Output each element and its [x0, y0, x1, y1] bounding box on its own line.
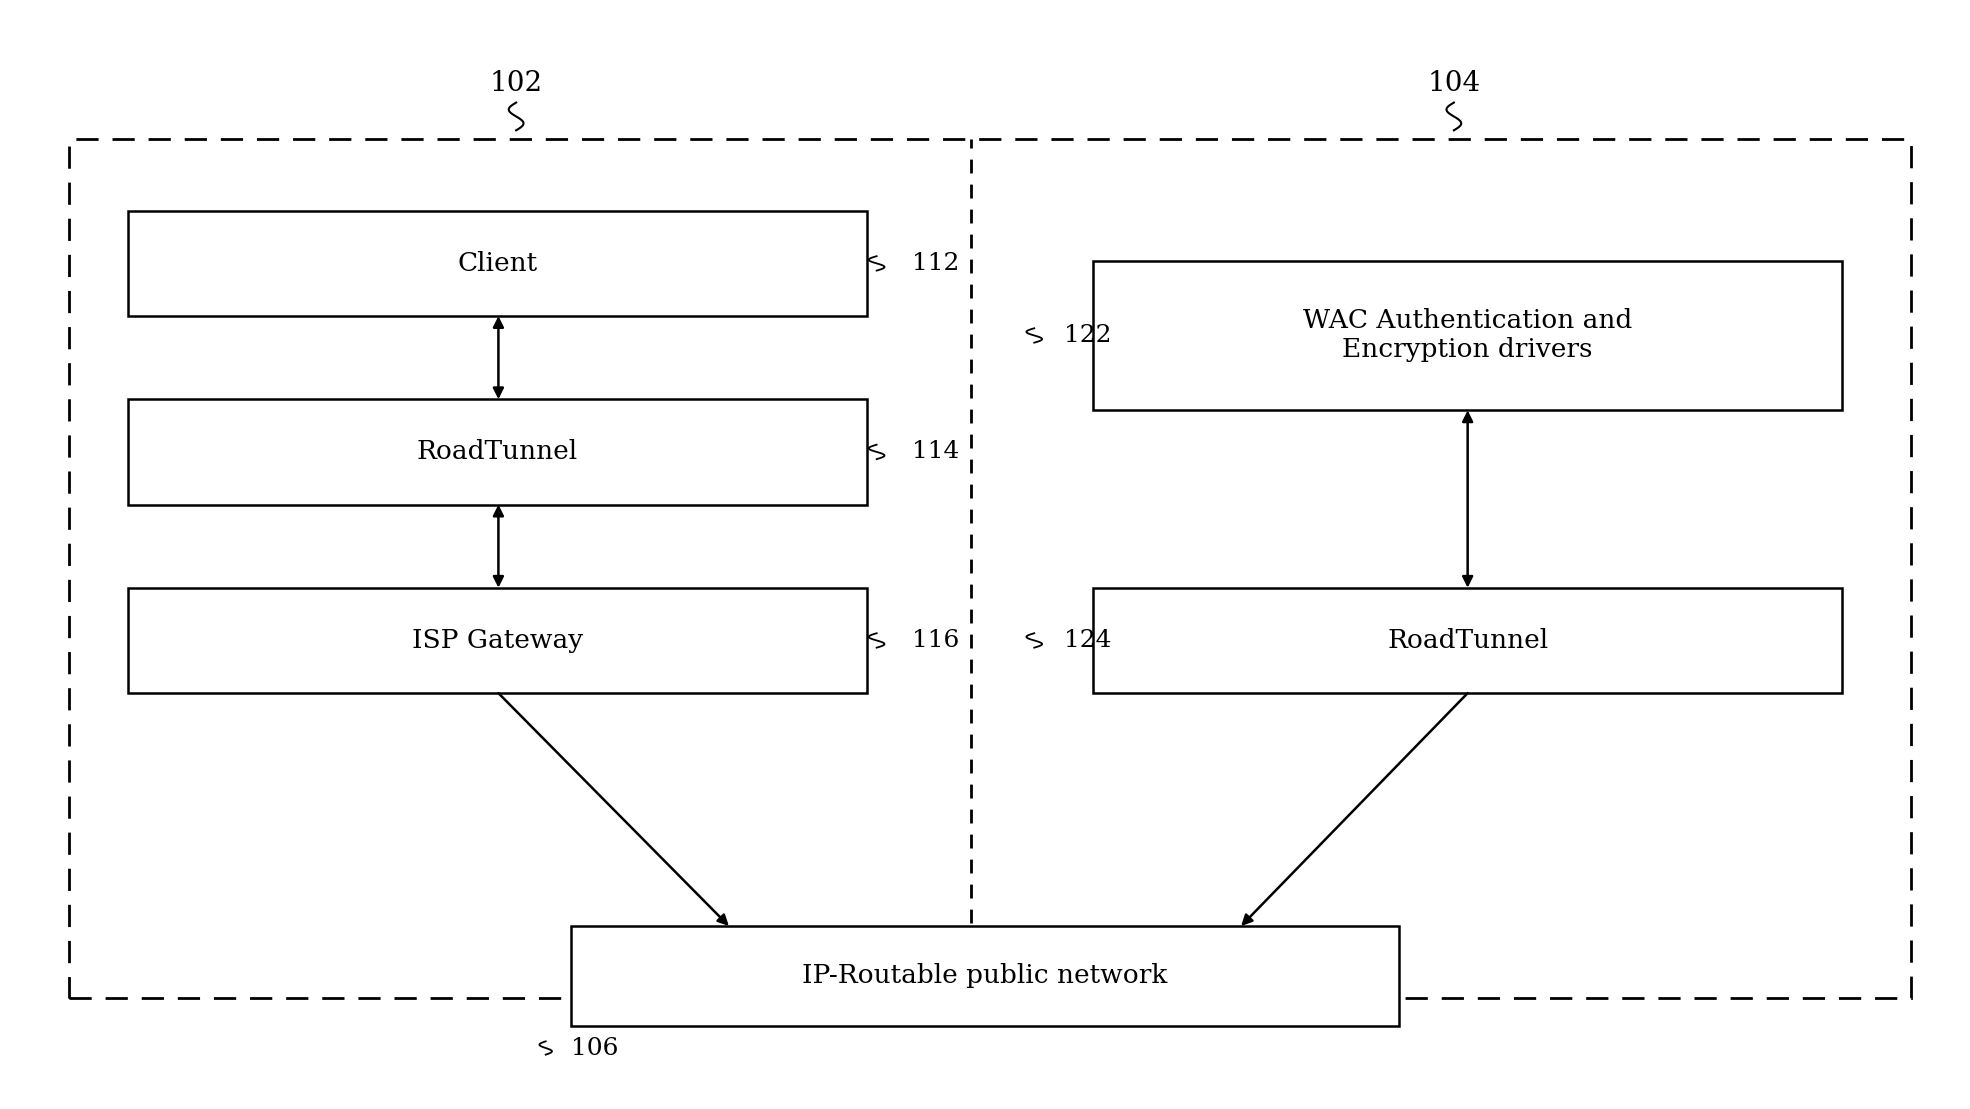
Text: ISP Gateway: ISP Gateway [412, 628, 583, 653]
Bar [69, 139, 1911, 998]
Text: 102: 102 [491, 70, 542, 96]
Text: RoadTunnel: RoadTunnel [1387, 628, 1548, 653]
Bar [1093, 588, 1842, 693]
Bar [571, 926, 1399, 1026]
Text: WAC Authentication and
Encryption drivers: WAC Authentication and Encryption driver… [1302, 308, 1633, 363]
Text: Client: Client [457, 251, 538, 276]
Text: 122: 122 [1064, 324, 1111, 347]
Text: RoadTunnel: RoadTunnel [418, 439, 577, 465]
Text: 124: 124 [1064, 629, 1111, 652]
Text: 106: 106 [571, 1037, 619, 1059]
Text: 112: 112 [912, 252, 959, 275]
Bar [1093, 261, 1842, 410]
Bar [128, 211, 867, 316]
Bar [128, 588, 867, 693]
Text: 114: 114 [912, 440, 959, 464]
Bar [128, 399, 867, 505]
Text: 104: 104 [1428, 70, 1479, 96]
Text: 116: 116 [912, 629, 959, 652]
Text: IP-Routable public network: IP-Routable public network [802, 964, 1168, 988]
